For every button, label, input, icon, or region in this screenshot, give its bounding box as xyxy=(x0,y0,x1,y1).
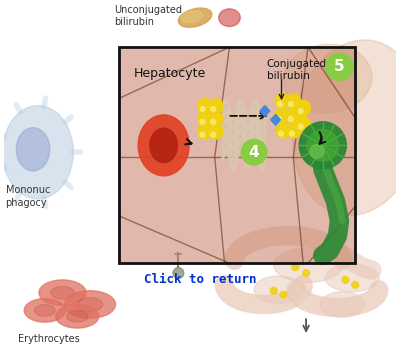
Circle shape xyxy=(200,132,205,137)
Ellipse shape xyxy=(77,298,103,311)
Circle shape xyxy=(277,116,282,121)
Ellipse shape xyxy=(219,9,240,27)
Text: Unconjugated
bilirubin: Unconjugated bilirubin xyxy=(114,5,182,27)
Ellipse shape xyxy=(320,292,364,317)
Polygon shape xyxy=(271,115,280,125)
Circle shape xyxy=(303,269,310,276)
Bar xyxy=(120,47,355,263)
Circle shape xyxy=(276,123,291,138)
Text: 5: 5 xyxy=(334,59,345,74)
Ellipse shape xyxy=(66,310,88,322)
Ellipse shape xyxy=(254,276,303,304)
Circle shape xyxy=(211,132,216,137)
Circle shape xyxy=(287,123,302,138)
Circle shape xyxy=(307,130,338,161)
Circle shape xyxy=(200,119,205,124)
Circle shape xyxy=(289,131,294,136)
Circle shape xyxy=(275,94,290,109)
Ellipse shape xyxy=(292,40,400,215)
Ellipse shape xyxy=(284,44,372,113)
Ellipse shape xyxy=(34,305,55,316)
Ellipse shape xyxy=(182,11,203,23)
Circle shape xyxy=(278,102,282,107)
Circle shape xyxy=(298,109,303,114)
Circle shape xyxy=(292,264,299,270)
Circle shape xyxy=(211,107,216,111)
Circle shape xyxy=(274,109,289,123)
Ellipse shape xyxy=(2,106,73,199)
Circle shape xyxy=(241,139,267,165)
Circle shape xyxy=(342,276,349,283)
Circle shape xyxy=(208,99,223,114)
Text: 4: 4 xyxy=(249,145,259,160)
Circle shape xyxy=(299,122,346,169)
Circle shape xyxy=(288,102,293,107)
Circle shape xyxy=(288,116,293,121)
Circle shape xyxy=(326,53,353,80)
Ellipse shape xyxy=(150,128,178,162)
Bar xyxy=(120,47,355,263)
Circle shape xyxy=(198,111,212,126)
Ellipse shape xyxy=(16,128,50,171)
Circle shape xyxy=(173,268,184,278)
Text: Mononuc
phagocy: Mononuc phagocy xyxy=(6,185,50,208)
Ellipse shape xyxy=(24,298,66,322)
Circle shape xyxy=(298,124,303,129)
Circle shape xyxy=(200,107,205,111)
Circle shape xyxy=(208,124,223,139)
Ellipse shape xyxy=(51,286,74,299)
Circle shape xyxy=(310,144,324,158)
Text: Conjugated
bilirubin: Conjugated bilirubin xyxy=(267,59,327,81)
Circle shape xyxy=(208,111,223,126)
Text: Erythrocytes: Erythrocytes xyxy=(18,334,80,344)
Ellipse shape xyxy=(274,248,342,282)
Ellipse shape xyxy=(178,8,212,27)
Text: Click to return: Click to return xyxy=(144,274,256,286)
Circle shape xyxy=(270,287,277,294)
Circle shape xyxy=(296,101,310,116)
Circle shape xyxy=(352,282,359,288)
Ellipse shape xyxy=(138,115,189,176)
Circle shape xyxy=(211,119,216,124)
Ellipse shape xyxy=(39,280,86,305)
Ellipse shape xyxy=(56,305,99,328)
Ellipse shape xyxy=(325,264,379,292)
Circle shape xyxy=(198,99,212,114)
Circle shape xyxy=(286,109,301,123)
Circle shape xyxy=(296,116,310,131)
Polygon shape xyxy=(260,106,270,116)
Circle shape xyxy=(198,124,212,139)
Circle shape xyxy=(278,131,284,136)
Circle shape xyxy=(286,94,301,109)
Circle shape xyxy=(280,291,287,298)
Ellipse shape xyxy=(64,291,116,318)
Text: Hepatocyte: Hepatocyte xyxy=(134,67,206,80)
